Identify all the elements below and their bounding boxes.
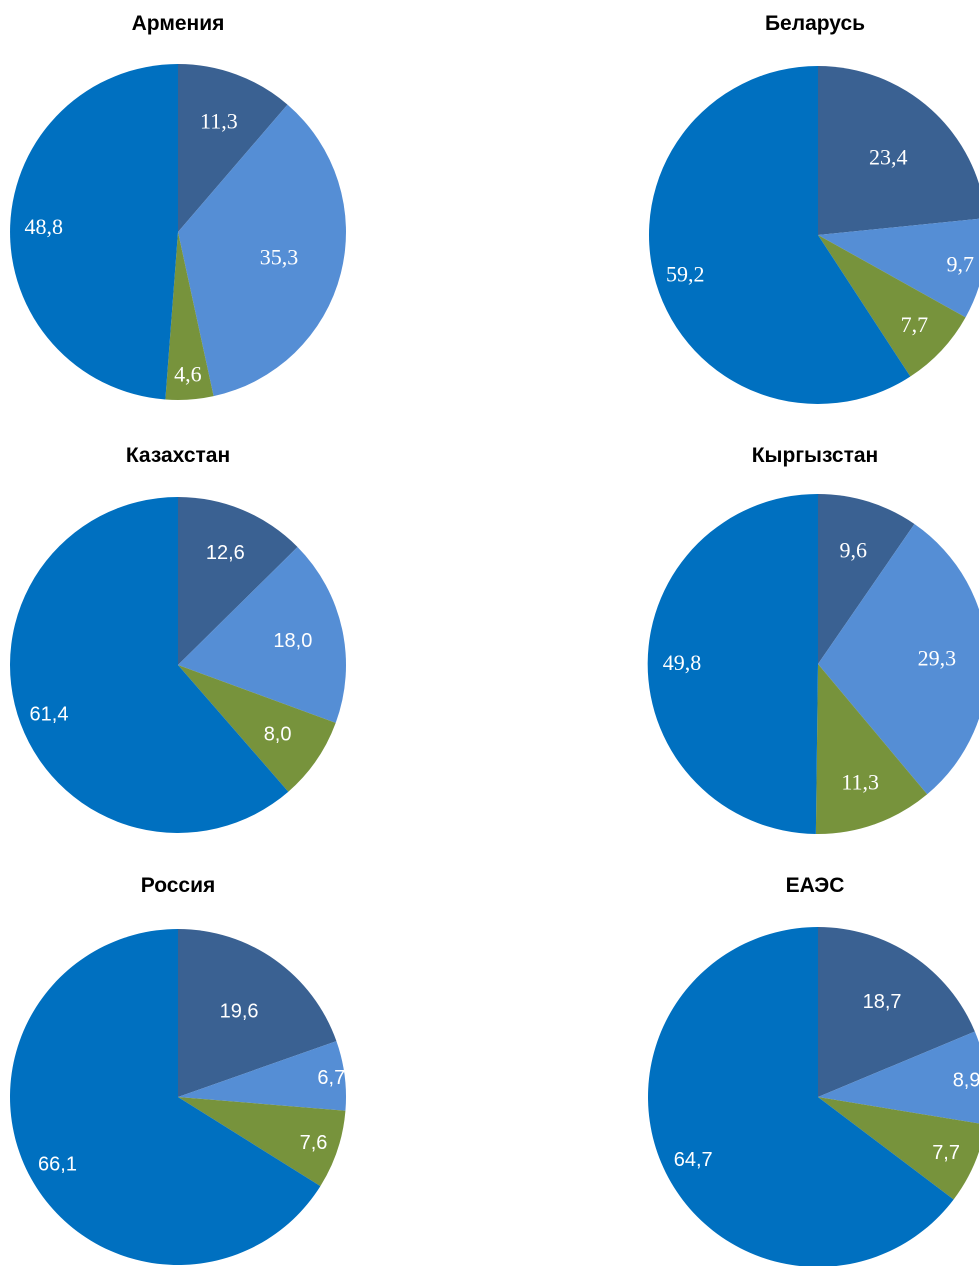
chart-title: Казахстан	[126, 444, 230, 467]
data-label: 48,8	[24, 214, 63, 239]
data-label: 18,7	[863, 991, 902, 1013]
pie-chart-3: Казахстан 12,6 18,0 8,0 61,4	[9, 444, 347, 834]
pie-slice-c	[178, 1097, 346, 1187]
data-label: 9,6	[840, 537, 868, 562]
data-label: 35,3	[260, 245, 299, 270]
data-label: 4,6	[174, 362, 202, 387]
pie-slice-a	[178, 497, 298, 665]
pie-slice-a	[818, 66, 979, 235]
pie-slice-d	[10, 929, 321, 1265]
pie-slice-b	[818, 1031, 979, 1124]
chart-title: Беларусь	[765, 12, 865, 35]
pie-slice-d	[10, 64, 179, 400]
chart-title: Кыргызстан	[752, 444, 879, 467]
pie-chart-1: Армения 11,3 35,3 4,6 48,8	[10, 12, 346, 400]
pie-slice-b	[818, 524, 979, 795]
pie-slice-b	[818, 218, 979, 318]
data-label: 9,7	[947, 252, 975, 277]
data-label: 6,7	[317, 1067, 345, 1089]
pie-slice-b	[178, 546, 347, 723]
pie-slice-a	[178, 929, 337, 1097]
pie-slice-c	[165, 232, 214, 400]
pie-slice-c	[818, 1097, 979, 1200]
data-label: 29,3	[918, 645, 957, 670]
pie-slice-d	[647, 493, 818, 834]
pie-chart-5: Россия 19,6 6,7 7,6 66,1	[10, 874, 346, 1265]
pie-slice-d	[9, 497, 289, 834]
data-label: 7,7	[901, 312, 929, 337]
data-label: 64,7	[674, 1149, 713, 1171]
pie-slice-a	[178, 64, 288, 232]
data-label: 18,0	[273, 630, 312, 652]
pie-chart-2: Беларусь 23,4 9,7 7,7 59,2	[648, 12, 979, 405]
data-label: 66,1	[38, 1154, 77, 1176]
pie-slice-a	[818, 494, 915, 664]
pie-slice-c	[178, 665, 336, 792]
pie-slice-c	[818, 235, 966, 377]
data-label: 23,4	[869, 144, 908, 169]
pie-slice-c	[815, 664, 928, 835]
pie-chart-4: Кыргызстан 9,6 29,3 11,3 49,8	[647, 444, 979, 835]
pie-slice-d	[648, 65, 911, 405]
chart-title: ЕАЭС	[786, 874, 845, 897]
pie-slice-d	[648, 927, 954, 1266]
pie-slice-a	[818, 927, 975, 1097]
data-label: 8,0	[264, 724, 292, 746]
pie-chart-6: ЕАЭС 18,7 8,9 7,7 64,7	[648, 874, 979, 1266]
data-label: 8,9	[953, 1070, 979, 1092]
data-label: 49,8	[663, 650, 702, 675]
data-label: 11,3	[200, 109, 238, 134]
data-label: 59,2	[666, 262, 705, 287]
data-label: 11,3	[841, 770, 879, 795]
chart-title: Армения	[132, 12, 225, 35]
data-label: 12,6	[206, 542, 245, 564]
chart-title: Россия	[141, 874, 216, 897]
data-label: 7,6	[300, 1132, 328, 1154]
pie-slice-b	[178, 104, 346, 397]
data-label: 61,4	[30, 703, 69, 725]
data-label: 7,7	[932, 1142, 960, 1164]
pie-slice-b	[178, 1041, 346, 1111]
data-label: 19,6	[220, 1001, 259, 1023]
